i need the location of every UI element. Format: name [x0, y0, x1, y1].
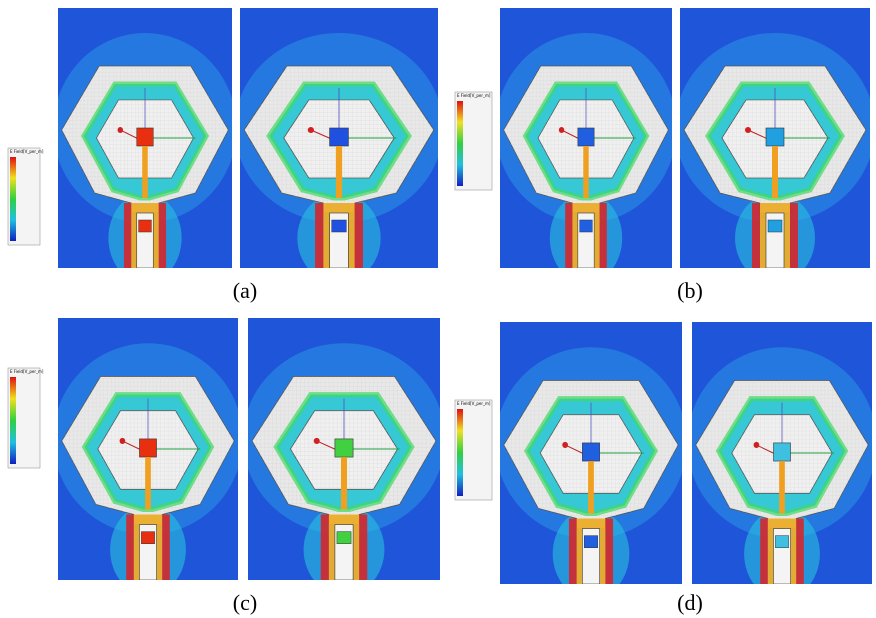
- panel-d: E Field[V_per_m] (d): [455, 322, 876, 615]
- legend-title: E Field[V_per_m]: [457, 93, 491, 98]
- color-scale: [457, 101, 463, 186]
- field-plot: [675, 8, 875, 283]
- caption: (b): [677, 278, 703, 303]
- field-plot: [243, 318, 445, 595]
- field-plot: [235, 8, 443, 283]
- panel-b: E Field[V_per_m] (b): [455, 8, 875, 303]
- panel-c: E Field[V_per_m] (c): [8, 318, 445, 615]
- field-plot: [53, 318, 242, 595]
- field-plot: [687, 322, 876, 599]
- legend-title: E Field[V_per_m]: [10, 149, 44, 154]
- caption: (c): [233, 590, 257, 615]
- color-scale: [457, 409, 463, 496]
- legend-title: E Field[V_per_m]: [10, 369, 44, 374]
- field-plot: [495, 322, 687, 599]
- field-plot: [495, 8, 676, 283]
- panel-a: E Field[V_per_m] (a): [8, 8, 443, 303]
- legend-title: E Field[V_per_m]: [457, 401, 491, 406]
- color-scale: [10, 157, 16, 241]
- caption: (d): [677, 590, 703, 615]
- color-scale: [10, 377, 16, 464]
- field-plot: [53, 8, 236, 283]
- caption: (a): [233, 278, 257, 303]
- figure: E Field[V_per_m] (a) E Field[V_per_m] (b…: [0, 0, 876, 618]
